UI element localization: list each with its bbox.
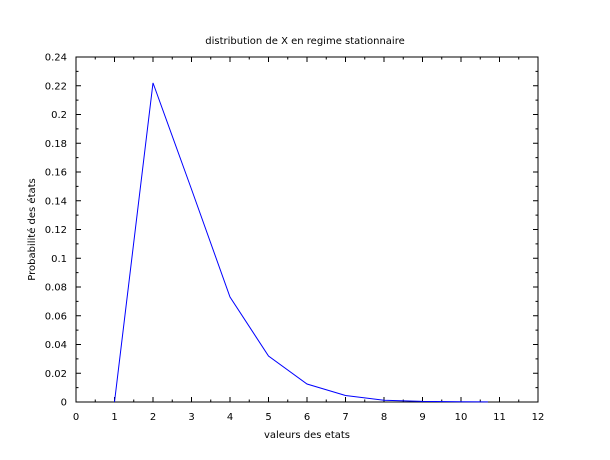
x-tick-label: 12 (532, 412, 545, 423)
series-layer (114, 82, 488, 403)
data-point (383, 400, 384, 401)
x-tick-label: 3 (188, 412, 194, 423)
y-tick-label: 0.22 (45, 81, 67, 92)
y-tick-label: 0.06 (45, 311, 67, 322)
x-axis-label: valeurs des etats (264, 430, 350, 441)
x-tick-label: 1 (111, 412, 117, 423)
series-line (114, 82, 488, 403)
x-tick-label: 10 (455, 412, 468, 423)
y-tick-label: 0.24 (45, 53, 67, 64)
data-point (268, 355, 269, 356)
y-tick-label: 0.12 (45, 225, 67, 236)
data-point (345, 395, 346, 396)
data-point (114, 401, 115, 402)
data-point (460, 401, 461, 402)
data-point (152, 82, 153, 83)
x-tick-label: 7 (342, 412, 348, 423)
data-point (191, 189, 192, 190)
chart-title: distribution de X en regime stationnaire (205, 36, 405, 47)
data-point (487, 401, 488, 402)
y-tick-label: 0.2 (51, 110, 67, 121)
plot-area (75, 56, 539, 403)
y-tick-label: 0.08 (45, 283, 67, 294)
y-tick-label: 0.02 (45, 369, 67, 380)
y-axis-label: Probabilité des états (26, 178, 38, 281)
y-tick-label: 0.18 (45, 139, 67, 150)
x-tick-label: 4 (227, 412, 233, 423)
x-tick-label: 5 (265, 412, 271, 423)
y-tick-label: 0.1 (51, 254, 67, 265)
y-tick-label: 0.16 (45, 168, 67, 179)
y-tick-label: 0.04 (45, 340, 67, 351)
x-tick-label: 8 (381, 412, 387, 423)
y-axis: 0 0.02 0.04 0.06 0.08 0.1 0.12 0.14 0.16 0.18 0.2 0… (45, 53, 538, 409)
x-tick-label: 0 (73, 412, 79, 423)
y-tick-label: 0.14 (45, 196, 67, 207)
x-tick-label: 6 (304, 412, 310, 423)
y-tick-label: 0 (61, 398, 67, 409)
x-tick-label: 11 (493, 412, 506, 423)
data-point (306, 383, 307, 384)
x-tick-label: 9 (419, 412, 425, 423)
data-point (229, 296, 230, 297)
x-tick-label: 2 (150, 412, 156, 423)
data-point (422, 401, 423, 402)
